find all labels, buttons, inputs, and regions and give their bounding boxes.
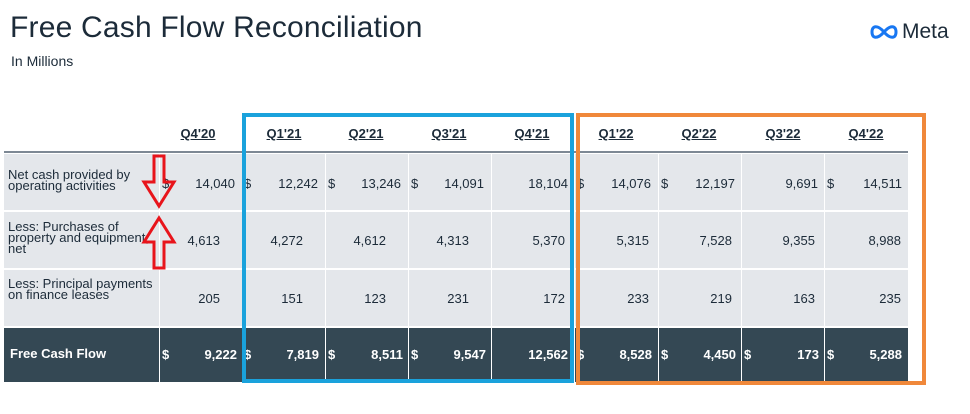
currency-symbol: $	[162, 347, 170, 362]
cell-value: 123	[364, 291, 386, 306]
row-label: Less: Principal payments on finance leas…	[8, 276, 153, 302]
currency-symbol: $	[328, 347, 336, 362]
cell-value: 219	[710, 291, 732, 306]
currency-symbol: $	[661, 347, 669, 362]
cell-value: 4,313	[436, 233, 469, 248]
row-label: Less: Purchases of property and equipmen…	[8, 219, 149, 256]
cell-value: 9,222	[204, 347, 237, 362]
cell-value: 8,511	[371, 347, 403, 362]
currency-symbol: $	[411, 347, 419, 362]
cell-value: 235	[879, 291, 901, 306]
column-header: Q4'22	[848, 126, 884, 141]
cell-value: 5,288	[869, 347, 902, 362]
currency-symbol: $	[744, 347, 752, 362]
cell-value: 4,613	[187, 233, 220, 248]
meta-logo: Meta	[868, 20, 949, 44]
cell-value: 233	[627, 291, 649, 306]
cell-value: 205	[198, 291, 220, 306]
page-subtitle: In Millions	[11, 53, 74, 69]
cell-value: 7,819	[286, 347, 319, 362]
column-header: Q3'21	[431, 126, 467, 141]
currency-symbol: $	[577, 176, 585, 191]
currency-symbol: $	[577, 347, 585, 362]
arrow-down-icon	[141, 154, 177, 209]
page-title: Free Cash Flow Reconciliation	[10, 11, 423, 44]
highlight-box-2021	[242, 113, 574, 383]
cell-value: 4,272	[270, 233, 303, 248]
cell-value: 14,091	[444, 176, 484, 191]
cell-value: 13,246	[361, 176, 401, 191]
cell-value: 7,528	[699, 233, 732, 248]
cell-value: 5,370	[532, 233, 565, 248]
meta-infinity-icon	[870, 25, 898, 39]
cell-value: 163	[793, 291, 815, 306]
currency-symbol: $	[411, 176, 419, 191]
row-label: Net cash provided by operating activitie…	[8, 167, 131, 193]
arrow-up-icon	[141, 215, 177, 270]
cell-value: 231	[447, 291, 469, 306]
cell-value: 151	[281, 291, 303, 306]
table-row: Less: Principal payments on finance leas…	[4, 270, 908, 326]
cell-value: 5,315	[616, 233, 649, 248]
cell-value: 9,355	[782, 233, 815, 248]
currency-symbol: $	[827, 347, 835, 362]
cell-value: 4,450	[703, 347, 736, 362]
meta-logo-text: Meta	[902, 20, 949, 43]
column-header: Q1'21	[266, 126, 302, 141]
currency-symbol: $	[244, 347, 252, 362]
cell-value: 9,547	[453, 347, 486, 362]
cell-value: 9,691	[785, 176, 818, 191]
cell-value: 12,197	[695, 176, 735, 191]
cell-value: 14,076	[611, 176, 651, 191]
cell-value: 4,612	[353, 233, 386, 248]
header-divider	[4, 151, 908, 153]
row-label: Free Cash Flow	[10, 346, 107, 361]
free-cash-flow-row: Free Cash Flow $ $ $ $ $ $ $ $ 9,222 7,8…	[4, 328, 908, 382]
column-header: Q4'21	[514, 126, 550, 141]
currency-symbol: $	[328, 176, 336, 191]
column-header: Q2'21	[348, 126, 384, 141]
currency-symbol: $	[661, 176, 669, 191]
cell-value: 8,988	[868, 233, 901, 248]
currency-symbol: $	[244, 176, 252, 191]
column-header: Q2'22	[681, 126, 717, 141]
column-header: Q4'20	[180, 126, 216, 141]
cell-value: 14,511	[863, 176, 902, 191]
cell-value: 8,528	[619, 347, 652, 362]
column-header: Q1'22	[598, 126, 634, 141]
cell-value: 18,104	[528, 176, 568, 191]
cell-value: 172	[543, 291, 565, 306]
cell-value: 12,562	[528, 347, 568, 362]
cell-value: 12,242	[278, 176, 318, 191]
column-header-row: Q4'20 Q1'21 Q2'21 Q3'21 Q4'21 Q1'22 Q2'2…	[0, 118, 908, 152]
currency-symbol: $	[827, 176, 835, 191]
cell-value: 14,040	[195, 176, 235, 191]
column-header: Q3'22	[765, 126, 801, 141]
highlight-box-2022	[576, 113, 926, 385]
cell-value: 173	[797, 347, 819, 362]
